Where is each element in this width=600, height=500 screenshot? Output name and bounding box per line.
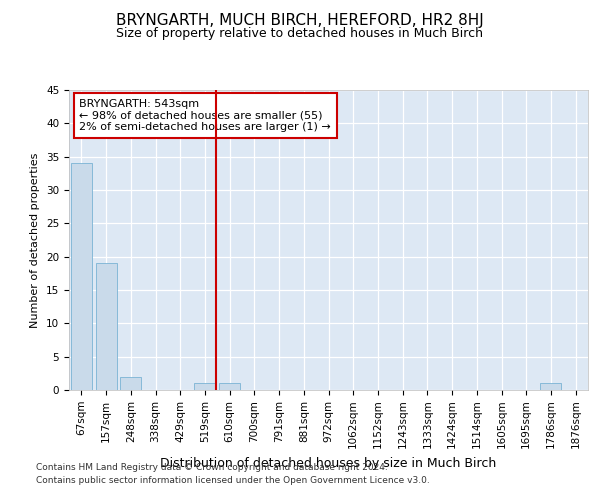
Bar [219, 384, 240, 390]
Text: Size of property relative to detached houses in Much Birch: Size of property relative to detached ho… [116, 28, 484, 40]
Bar [71, 164, 92, 390]
Text: BRYNGARTH, MUCH BIRCH, HEREFORD, HR2 8HJ: BRYNGARTH, MUCH BIRCH, HEREFORD, HR2 8HJ [116, 12, 484, 28]
Bar [120, 376, 141, 390]
Bar [95, 264, 116, 390]
Bar [194, 384, 215, 390]
X-axis label: Distribution of detached houses by size in Much Birch: Distribution of detached houses by size … [160, 457, 497, 470]
Y-axis label: Number of detached properties: Number of detached properties [31, 152, 40, 328]
Text: BRYNGARTH: 543sqm
← 98% of detached houses are smaller (55)
2% of semi-detached : BRYNGARTH: 543sqm ← 98% of detached hous… [79, 99, 331, 132]
Text: Contains HM Land Registry data © Crown copyright and database right 2024.: Contains HM Land Registry data © Crown c… [36, 462, 388, 471]
Bar [541, 384, 562, 390]
Text: Contains public sector information licensed under the Open Government Licence v3: Contains public sector information licen… [36, 476, 430, 485]
